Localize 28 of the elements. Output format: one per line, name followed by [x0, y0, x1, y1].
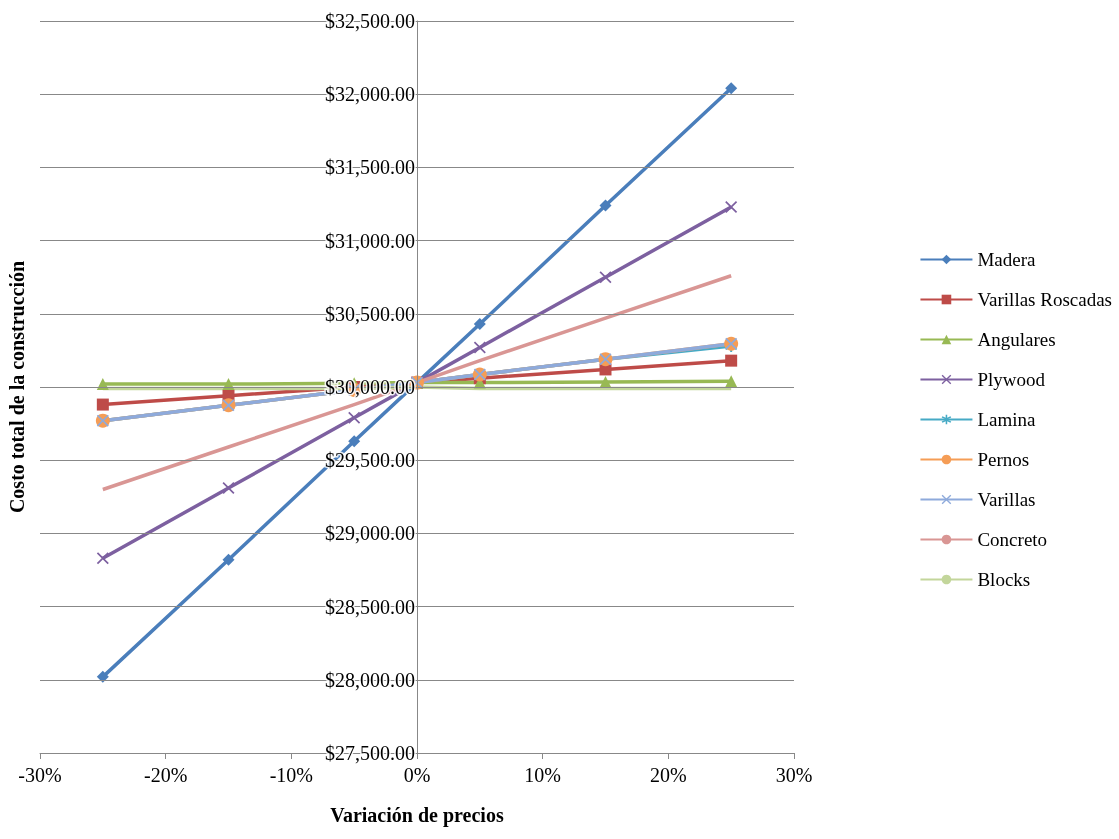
legend-label: Angulares [977, 329, 1056, 350]
x-axis-title: Variación de precios [330, 804, 504, 827]
y-tick-label: $30,500.00 [325, 302, 415, 325]
legend-label: Varillas [977, 489, 1036, 510]
legend-label: Varillas Roscadas [977, 289, 1113, 310]
y-tick-label: $28,500.00 [325, 595, 415, 618]
y-tick-label: $30,000.00 [325, 376, 415, 398]
legend-label: Madera [977, 249, 1037, 270]
x-tick-label: 20% [650, 764, 687, 786]
y-tick-label: $28,000.00 [325, 668, 415, 691]
y-tick-label: $29,000.00 [325, 522, 415, 545]
x-tick-label: 0% [403, 764, 431, 786]
legend-label: Concreto [977, 529, 1048, 550]
legend-label: Blocks [977, 569, 1031, 590]
y-tick-label: $32,000.00 [325, 83, 415, 106]
y-tick-label: $27,500.00 [325, 742, 415, 764]
legend-label: Lamina [977, 409, 1037, 430]
y-tick-label: $31,000.00 [325, 229, 415, 252]
legend-label: Pernos [977, 449, 1030, 470]
x-tick-label: -20% [144, 764, 188, 786]
x-tick-label: 10% [524, 764, 561, 786]
x-tick-label: -10% [269, 764, 313, 786]
x-tick-label: -30% [18, 764, 62, 786]
y-tick-label: $31,500.00 [325, 156, 415, 179]
x-tick-label: 30% [775, 764, 813, 786]
y-tick-label: $32,500.00 [325, 10, 415, 32]
legend-label: Plywood [977, 369, 1046, 390]
y-axis-title: Costo total de la construcción [6, 260, 28, 514]
